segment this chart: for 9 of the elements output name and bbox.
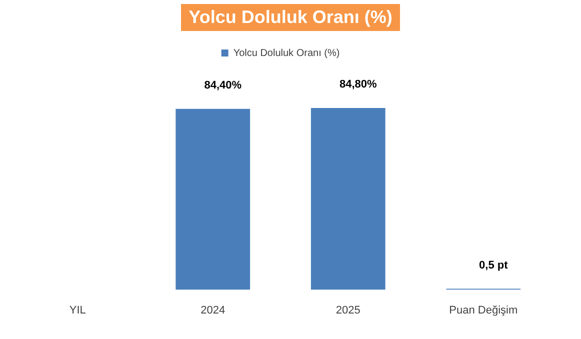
data-label: 0,5 pt (479, 259, 508, 272)
x-tick-label: 2025 (336, 304, 360, 316)
x-tick-label: Puan Değişim (449, 304, 518, 316)
x-tick-label: YIL (69, 304, 86, 316)
data-label: 84,40% (204, 79, 242, 92)
legend-label: Yolcu Doluluk Oranı (%) (233, 48, 340, 59)
data-label: 84,80% (339, 78, 377, 91)
chart-title: Yolcu Doluluk Oranı (%) (180, 4, 400, 31)
x-tick-label: 2024 (200, 304, 226, 316)
